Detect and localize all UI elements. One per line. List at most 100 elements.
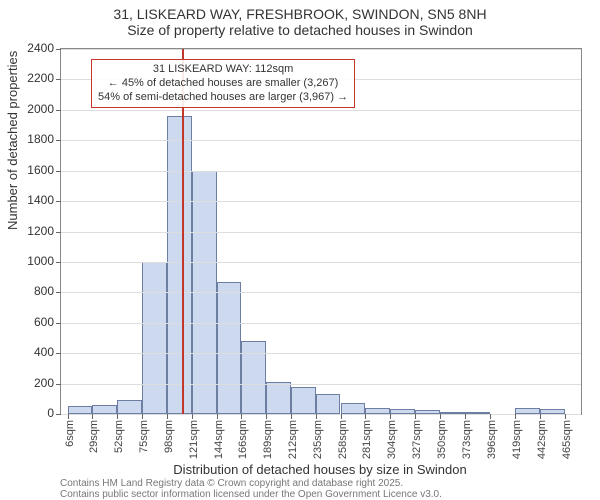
y-tick-label: 1400: [14, 193, 54, 207]
x-tick-mark: [390, 414, 391, 419]
x-tick-mark: [217, 414, 218, 419]
title-block: 31, LISKEARD WAY, FRESHBROOK, SWINDON, S…: [0, 0, 600, 38]
histogram-bar: [142, 262, 167, 414]
y-tick-mark: [56, 140, 61, 141]
gridline: [61, 201, 581, 202]
gridline: [61, 171, 581, 172]
footer-line-1: Contains HM Land Registry data © Crown c…: [60, 478, 442, 489]
histogram-bar: [316, 394, 341, 414]
y-tick-mark: [56, 262, 61, 263]
x-tick-label: 396sqm: [486, 420, 498, 459]
x-axis-label: Distribution of detached houses by size …: [60, 462, 580, 477]
y-tick-mark: [56, 49, 61, 50]
y-tick-label: 2400: [14, 41, 54, 55]
x-tick-mark: [540, 414, 541, 419]
y-tick-mark: [56, 232, 61, 233]
gridline: [61, 262, 581, 263]
histogram-bar: [241, 341, 266, 414]
x-tick-label: 189sqm: [262, 420, 274, 459]
y-tick-mark: [56, 384, 61, 385]
y-tick-mark: [56, 323, 61, 324]
gridline: [61, 49, 581, 50]
x-tick-mark: [192, 414, 193, 419]
x-tick-label: 258sqm: [337, 420, 349, 459]
x-tick-mark: [142, 414, 143, 419]
gridline: [61, 292, 581, 293]
x-tick-label: 98sqm: [163, 420, 175, 453]
footer-attribution: Contains HM Land Registry data © Crown c…: [60, 478, 442, 500]
histogram-bar: [291, 387, 316, 414]
x-tick-mark: [515, 414, 516, 419]
histogram-bar: [217, 282, 241, 414]
x-tick-label: 373sqm: [461, 420, 473, 459]
y-tick-mark: [56, 79, 61, 80]
title-line-2: Size of property relative to detached ho…: [0, 22, 600, 38]
histogram-bar: [68, 406, 93, 414]
plot-area: 6sqm29sqm52sqm75sqm98sqm121sqm144sqm166s…: [60, 48, 582, 415]
title-line-1: 31, LISKEARD WAY, FRESHBROOK, SWINDON, S…: [0, 6, 600, 22]
annotation-line2: ← 45% of detached houses are smaller (3,…: [98, 77, 348, 91]
x-tick-mark: [440, 414, 441, 419]
x-tick-label: 327sqm: [411, 420, 423, 459]
y-tick-mark: [56, 171, 61, 172]
y-tick-mark: [56, 110, 61, 111]
x-tick-label: 144sqm: [213, 420, 225, 459]
histogram-bar: [117, 400, 142, 414]
y-tick-label: 600: [14, 315, 54, 329]
x-tick-mark: [117, 414, 118, 419]
x-tick-label: 281sqm: [361, 420, 373, 459]
x-tick-mark: [92, 414, 93, 419]
x-tick-mark: [415, 414, 416, 419]
x-tick-label: 304sqm: [386, 420, 398, 459]
histogram-bar: [266, 382, 291, 414]
annotation-box: 31 LISKEARD WAY: 112sqm← 45% of detached…: [91, 59, 355, 108]
y-tick-label: 400: [14, 345, 54, 359]
y-tick-mark: [56, 201, 61, 202]
x-tick-label: 419sqm: [511, 420, 523, 459]
x-tick-mark: [266, 414, 267, 419]
histogram-bar: [341, 403, 366, 414]
gridline: [61, 232, 581, 233]
x-tick-label: 465sqm: [561, 420, 573, 459]
y-tick-label: 2200: [14, 71, 54, 85]
x-tick-mark: [241, 414, 242, 419]
y-tick-label: 1200: [14, 224, 54, 238]
y-tick-label: 0: [14, 406, 54, 420]
y-tick-mark: [56, 292, 61, 293]
gridline: [61, 414, 581, 415]
annotation-line3: 54% of semi-detached houses are larger (…: [98, 91, 348, 105]
y-tick-label: 1000: [14, 254, 54, 268]
x-tick-label: 29sqm: [88, 420, 100, 453]
x-tick-mark: [490, 414, 491, 419]
x-tick-mark: [316, 414, 317, 419]
histogram-bar: [92, 405, 117, 414]
x-tick-label: 350sqm: [436, 420, 448, 459]
x-tick-label: 166sqm: [237, 420, 249, 459]
x-tick-label: 235sqm: [312, 420, 324, 459]
gridline: [61, 323, 581, 324]
gridline: [61, 384, 581, 385]
x-tick-mark: [465, 414, 466, 419]
x-tick-label: 75sqm: [138, 420, 150, 453]
y-tick-mark: [56, 353, 61, 354]
x-tick-mark: [291, 414, 292, 419]
x-tick-label: 121sqm: [188, 420, 200, 459]
x-tick-mark: [167, 414, 168, 419]
x-tick-label: 212sqm: [287, 420, 299, 459]
x-tick-mark: [565, 414, 566, 419]
y-tick-label: 1600: [14, 163, 54, 177]
histogram-bar: [167, 116, 192, 414]
annotation-line1: 31 LISKEARD WAY: 112sqm: [98, 63, 348, 77]
x-tick-label: 6sqm: [64, 420, 76, 447]
gridline: [61, 353, 581, 354]
x-tick-mark: [341, 414, 342, 419]
y-tick-label: 200: [14, 376, 54, 390]
gridline: [61, 110, 581, 111]
x-tick-label: 52sqm: [113, 420, 125, 453]
gridline: [61, 140, 581, 141]
footer-line-2: Contains public sector information licen…: [60, 489, 442, 500]
x-tick-label: 442sqm: [536, 420, 548, 459]
y-tick-mark: [56, 414, 61, 415]
y-tick-label: 1800: [14, 132, 54, 146]
y-tick-label: 2000: [14, 102, 54, 116]
